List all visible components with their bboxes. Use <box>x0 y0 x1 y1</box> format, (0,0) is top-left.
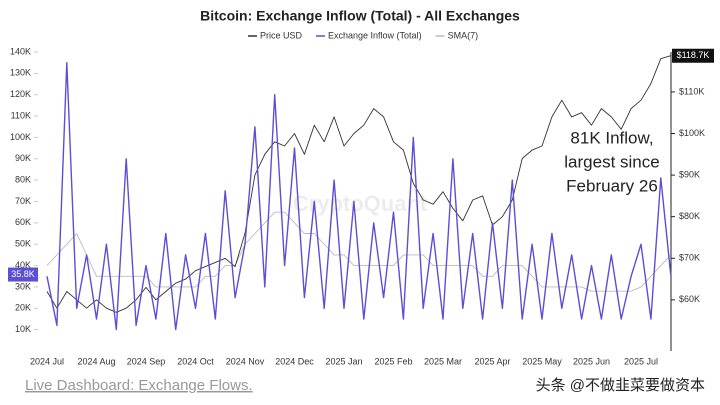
y2-tick-label: $70K <box>679 253 700 263</box>
value-badge <box>672 48 714 63</box>
y-tick-label: 60K <box>15 217 31 227</box>
y-tick-label: 80K <box>15 175 31 185</box>
value-label: 35.8K <box>11 269 35 279</box>
x-tick-label: 2025 Feb <box>374 356 412 366</box>
annotation: 81K Inflow, <box>570 128 653 147</box>
value-badge <box>8 267 38 282</box>
y-tick-label: 20K <box>15 303 31 313</box>
y2-tick-label: $100K <box>679 128 705 138</box>
legend-label: Exchange Inflow (Total) <box>328 30 422 40</box>
x-tick-label: 2025 Jul <box>624 356 658 366</box>
x-tick-label: 2025 May <box>522 356 562 366</box>
y-tick-label: 90K <box>15 153 31 163</box>
y-tick-label: 130K <box>10 68 31 78</box>
legend-label: SMA(7) <box>448 30 479 40</box>
x-tick-label: 2024 Aug <box>77 356 115 366</box>
y2-tick-label: $110K <box>679 86 704 96</box>
y2-tick-label: $60K <box>679 294 700 304</box>
y-tick-label: 140K <box>10 46 31 56</box>
credit: 头条 @不做韭菜要做资本 <box>536 377 705 394</box>
x-tick-label: 2025 Jan <box>325 356 362 366</box>
y-tick-label: 40K <box>15 260 31 270</box>
legend-label: Price USD <box>260 30 303 40</box>
x-tick-label: 2024 Oct <box>177 356 214 366</box>
y-tick-label: 10K <box>15 324 31 334</box>
x-tick-label: 2025 Jun <box>573 356 610 366</box>
x-tick-label: 2025 Apr <box>474 356 510 366</box>
y-tick-label: 70K <box>15 196 31 206</box>
y2-tick-label: $80K <box>679 211 700 221</box>
annotation: February 26 <box>566 176 658 195</box>
x-tick-label: 2024 Nov <box>226 356 265 366</box>
y-tick-label: 110K <box>11 110 31 120</box>
y-tick-label: 120K <box>10 89 31 99</box>
y-tick-label: 100K <box>10 132 31 142</box>
footer-link[interactable]: Live Dashboard: Exchange Flows. <box>25 377 253 394</box>
value-label: $118.7K <box>677 50 710 60</box>
x-tick-label: 2024 Sep <box>127 356 166 366</box>
x-tick-label: 2025 Mar <box>424 356 462 366</box>
y2-tick-label: $90K <box>679 169 700 179</box>
x-tick-label: 2024 Jul <box>30 356 64 366</box>
y-tick-label: 50K <box>15 239 31 249</box>
annotation: largest since <box>564 152 659 171</box>
series-line <box>46 211 672 292</box>
x-tick-label: 2024 Dec <box>275 356 314 366</box>
chart-title: Bitcoin: Exchange Inflow (Total) - All E… <box>200 8 520 24</box>
series-line <box>46 62 672 331</box>
y-tick-label: 30K <box>15 281 31 291</box>
